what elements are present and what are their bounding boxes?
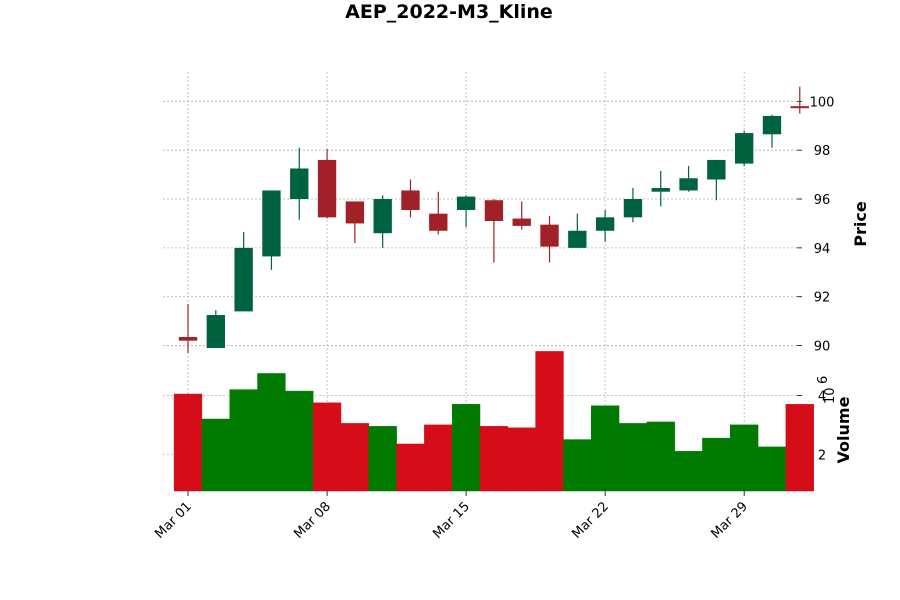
candle-body — [456, 196, 476, 211]
volume-bar — [257, 373, 286, 492]
candle-body — [651, 188, 670, 192]
volume-bar — [479, 426, 509, 492]
volume-exponent-power: 6 — [816, 376, 831, 384]
candle-body — [707, 159, 726, 180]
volume-bar — [229, 389, 258, 492]
volume-axis-label: Volume — [834, 396, 853, 463]
price-tick-label: 94 — [814, 242, 831, 257]
volume-bar — [646, 421, 675, 492]
candle-body — [790, 106, 809, 109]
price-tick-label: 90 — [814, 340, 831, 355]
candle-body — [734, 133, 754, 164]
price-tick-label: 98 — [814, 144, 831, 159]
volume-bar — [507, 427, 536, 492]
x-tick-label: Mar 08 — [291, 499, 334, 542]
candle-body — [345, 201, 365, 224]
x-tick-label: Mar 29 — [708, 499, 751, 542]
volume-panel: 24 — [163, 351, 826, 492]
candle-body — [290, 168, 309, 200]
volume-bar — [674, 451, 703, 492]
candle-body — [429, 213, 448, 231]
price-panel: 90 92 94 96 98 100 — [163, 72, 834, 370]
volume-bar — [285, 390, 314, 492]
candle-body — [540, 224, 559, 247]
volume-bar — [785, 404, 814, 492]
volume-bar — [730, 424, 759, 492]
volume-bar — [618, 423, 648, 492]
volume-bar — [312, 402, 342, 492]
volume-bar — [702, 437, 731, 492]
price-tick-label: 92 — [814, 291, 831, 306]
volume-bar — [340, 423, 370, 492]
volume-tick-label: 2 — [818, 448, 826, 463]
candle-body — [206, 315, 226, 349]
volume-bar — [535, 351, 564, 492]
candle-body — [401, 190, 420, 211]
price-tick-label: 96 — [814, 193, 831, 208]
price-axis-label: Price — [851, 201, 870, 247]
volume-bar — [563, 439, 592, 492]
volume-bar — [368, 426, 397, 492]
candle-body — [568, 230, 587, 248]
volume-tick-label: 4 — [818, 390, 826, 405]
x-tick-label: Mar 15 — [430, 499, 473, 542]
candle-body — [595, 217, 615, 231]
candle-body — [679, 178, 698, 191]
candle-body — [262, 190, 281, 257]
volume-bar — [757, 446, 787, 492]
candle-body — [484, 200, 504, 221]
candle-body — [178, 337, 198, 341]
volume-bar — [201, 418, 230, 492]
volume-scale-exponent: 10 6 — [816, 376, 838, 404]
volume-bar — [424, 424, 453, 492]
volume-bar — [396, 443, 425, 492]
volume-bar — [173, 393, 203, 492]
volume-bar — [590, 405, 620, 492]
x-tick-label: Mar 22 — [569, 499, 612, 542]
volume-exponent-base: 10 — [823, 387, 838, 404]
candle-body — [623, 199, 643, 218]
x-tick-label: Mar 01 — [152, 499, 195, 542]
candle-body — [317, 159, 337, 218]
volume-bar — [451, 404, 481, 492]
candle-body — [373, 199, 392, 234]
price-tick-label: 100 — [810, 95, 835, 110]
candle-body — [762, 115, 782, 135]
chart-title: AEP_2022-M3_Kline — [345, 1, 553, 23]
candle-body — [234, 247, 253, 312]
candle-body — [512, 218, 531, 226]
x-axis: Mar 01 Mar 08 Mar 15 Mar 22 Mar 29 — [152, 491, 751, 542]
